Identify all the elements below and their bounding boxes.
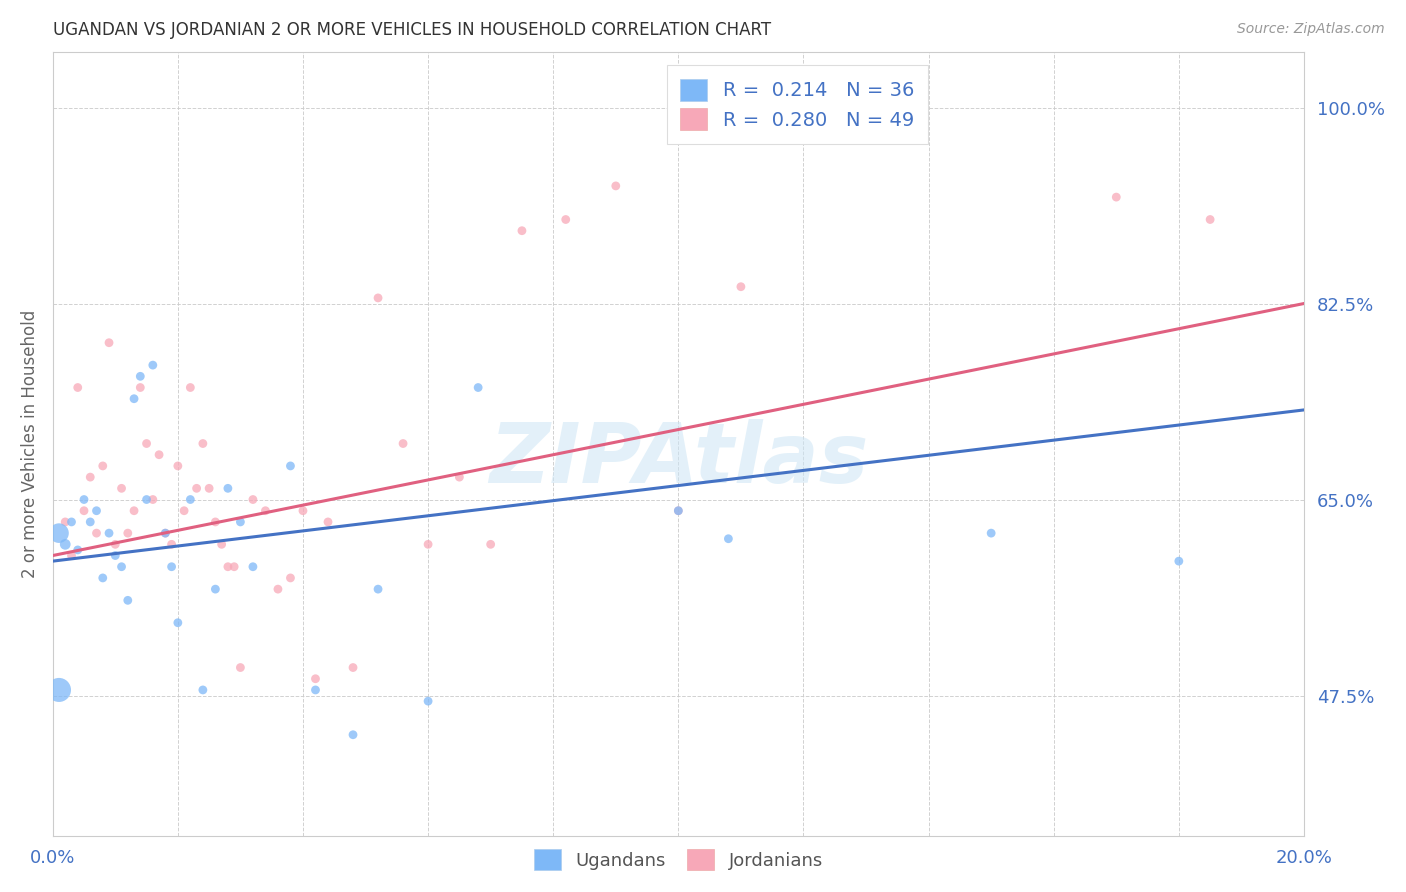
Legend: Ugandans, Jordanians: Ugandans, Jordanians	[526, 842, 831, 878]
Point	[160, 537, 183, 551]
Point	[666, 504, 689, 518]
Point	[280, 571, 302, 585]
Point	[48, 526, 70, 541]
Point	[980, 526, 1002, 541]
Point	[160, 559, 183, 574]
Point	[148, 448, 170, 462]
Point	[316, 515, 339, 529]
Point	[129, 369, 152, 384]
Text: ZIPAtlas: ZIPAtlas	[489, 418, 868, 500]
Point	[179, 492, 201, 507]
Point	[122, 504, 145, 518]
Point	[204, 582, 226, 596]
Point	[730, 279, 752, 293]
Point	[467, 380, 489, 394]
Point	[1105, 190, 1128, 204]
Point	[79, 470, 101, 484]
Point	[666, 504, 689, 518]
Point	[510, 224, 533, 238]
Point	[91, 458, 114, 473]
Point	[204, 515, 226, 529]
Point	[229, 515, 252, 529]
Point	[254, 504, 277, 518]
Point	[155, 526, 177, 541]
Point	[191, 436, 214, 450]
Point	[479, 537, 502, 551]
Point	[173, 504, 195, 518]
Point	[79, 515, 101, 529]
Point	[135, 436, 157, 450]
Point	[129, 380, 152, 394]
Point	[110, 559, 132, 574]
Point	[104, 549, 127, 563]
Point	[53, 537, 76, 551]
Point	[304, 682, 326, 697]
Point	[416, 537, 439, 551]
Text: UGANDAN VS JORDANIAN 2 OR MORE VEHICLES IN HOUSEHOLD CORRELATION CHART: UGANDAN VS JORDANIAN 2 OR MORE VEHICLES …	[52, 21, 770, 39]
Point	[122, 392, 145, 406]
Point	[392, 436, 415, 450]
Point	[198, 481, 221, 495]
Point	[86, 526, 108, 541]
Point	[367, 291, 389, 305]
Point	[66, 380, 89, 394]
Point	[224, 559, 246, 574]
Point	[98, 526, 121, 541]
Point	[449, 470, 471, 484]
Point	[267, 582, 290, 596]
Point	[86, 504, 108, 518]
Point	[342, 660, 364, 674]
Point	[66, 543, 89, 558]
Point	[60, 549, 83, 563]
Point	[117, 526, 139, 541]
Point	[342, 728, 364, 742]
Point	[186, 481, 208, 495]
Point	[217, 559, 239, 574]
Point	[211, 537, 233, 551]
Point	[291, 504, 314, 518]
Point	[416, 694, 439, 708]
Point	[367, 582, 389, 596]
Y-axis label: 2 or more Vehicles in Household: 2 or more Vehicles in Household	[21, 310, 39, 578]
Point	[60, 515, 83, 529]
Point	[48, 682, 70, 697]
Point	[179, 380, 201, 394]
Point	[73, 504, 96, 518]
Point	[166, 458, 188, 473]
Point	[73, 492, 96, 507]
Point	[142, 358, 165, 372]
Point	[142, 492, 165, 507]
Point	[91, 571, 114, 585]
Point	[554, 212, 576, 227]
Point	[117, 593, 139, 607]
Point	[110, 481, 132, 495]
Point	[1167, 554, 1189, 568]
Point	[217, 481, 239, 495]
Point	[717, 532, 740, 546]
Point	[155, 526, 177, 541]
Point	[242, 559, 264, 574]
Point	[605, 178, 627, 193]
Point	[242, 492, 264, 507]
Point	[1199, 212, 1222, 227]
Point	[166, 615, 188, 630]
Point	[98, 335, 121, 350]
Point	[191, 682, 214, 697]
Point	[135, 492, 157, 507]
Point	[53, 515, 76, 529]
Point	[229, 660, 252, 674]
Point	[104, 537, 127, 551]
Point	[280, 458, 302, 473]
Point	[304, 672, 326, 686]
Text: Source: ZipAtlas.com: Source: ZipAtlas.com	[1237, 22, 1385, 37]
